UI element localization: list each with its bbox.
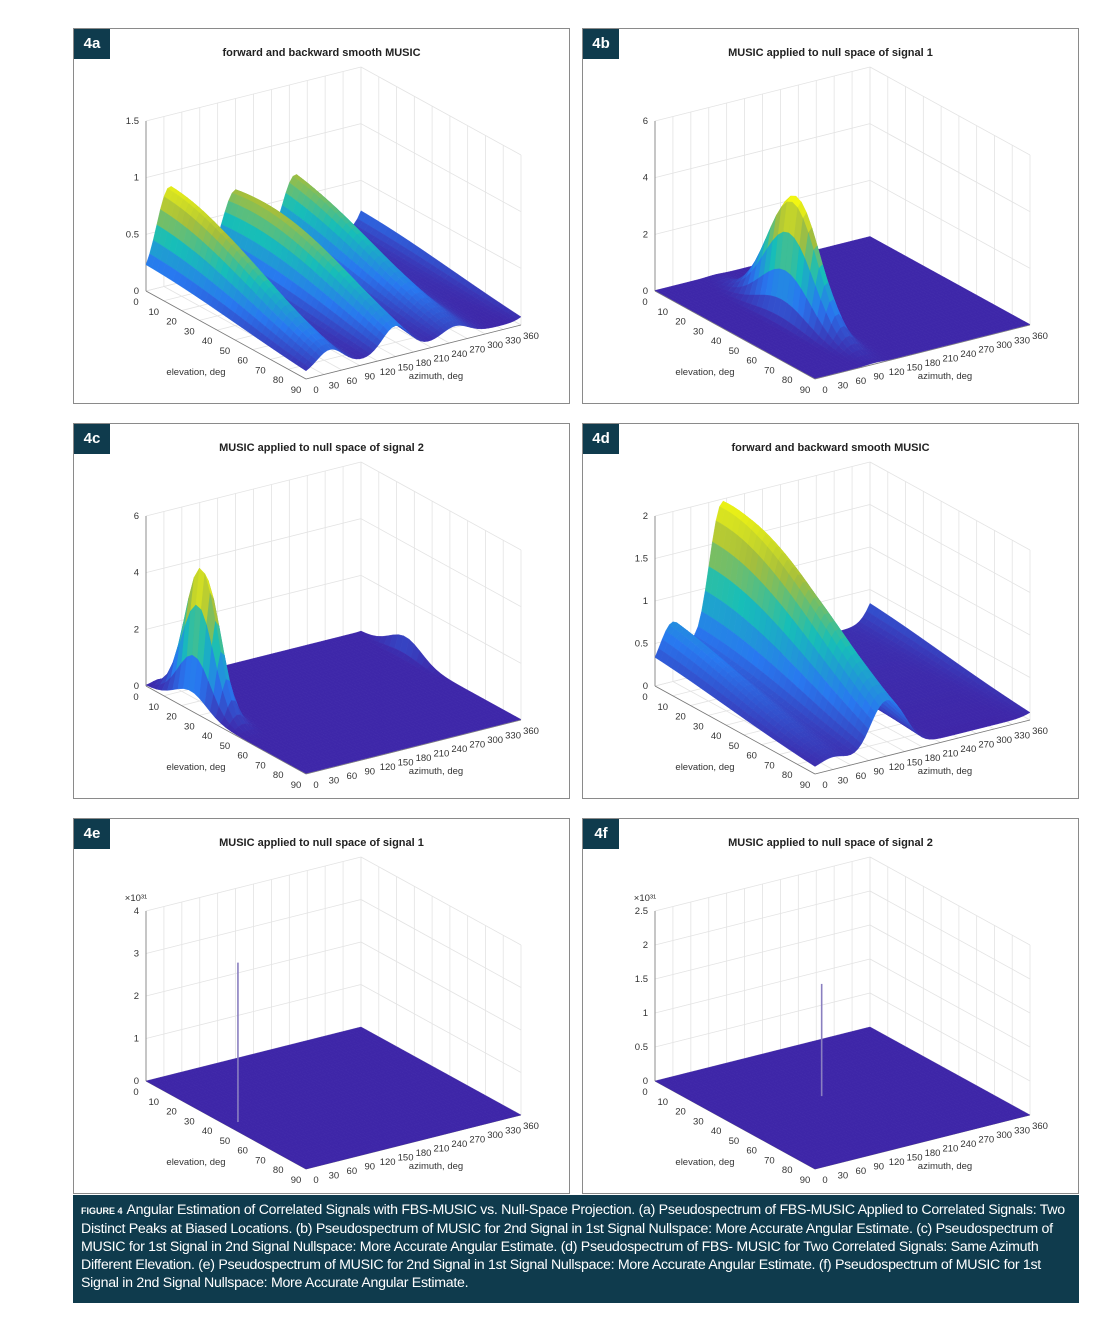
gridline bbox=[360, 66, 522, 156]
azimuth-tick-label: 330 bbox=[505, 336, 521, 347]
azimuth-tick-label: 60 bbox=[856, 376, 867, 387]
azimuth-tick-label: 120 bbox=[889, 367, 905, 378]
z-tick-label: 0 bbox=[643, 286, 648, 297]
surface bbox=[654, 195, 1031, 379]
elevation-tick-label: 80 bbox=[782, 375, 793, 386]
azimuth-tick-label: 240 bbox=[960, 349, 976, 360]
gridline bbox=[145, 123, 362, 179]
gridline bbox=[360, 123, 522, 213]
azimuth-tick-label: 210 bbox=[433, 354, 449, 365]
gridline bbox=[145, 518, 362, 574]
azimuth-tick-label: 360 bbox=[523, 331, 539, 342]
azimuth-tick-label: 30 bbox=[329, 381, 340, 392]
gridline bbox=[869, 123, 1031, 213]
panel-4a: 0 10 20 30 40 50 60 70 80 90 0 30 60 90 120 150 180 210 24… bbox=[73, 28, 570, 404]
elevation-tick-label: 70 bbox=[255, 365, 266, 376]
elevation-tick-label: 60 bbox=[237, 356, 248, 367]
elevation-tick-label: 20 bbox=[166, 317, 177, 328]
elevation-tick-label: 40 bbox=[202, 336, 213, 347]
azimuth-axis-label: azimuth, deg bbox=[918, 371, 972, 382]
surface-patch bbox=[300, 363, 310, 372]
panel-label: 4b bbox=[583, 29, 619, 59]
gridline bbox=[654, 123, 871, 179]
elevation-tick-label: 20 bbox=[675, 317, 686, 328]
azimuth-tick-label: 0 bbox=[313, 385, 318, 396]
elevation-tick-label: 10 bbox=[657, 307, 668, 318]
gridline bbox=[360, 461, 522, 551]
panel-4b: 0 10 20 30 40 50 60 70 80 90 0 30 60 90 120 150 180 210 24… bbox=[582, 28, 1079, 404]
elevation-axis bbox=[145, 685, 307, 775]
elevation-axis bbox=[654, 290, 816, 380]
elevation-tick-label: 0 bbox=[133, 297, 138, 308]
azimuth-tick-label: 0 bbox=[822, 385, 827, 396]
elevation-axis-label: elevation, deg bbox=[675, 367, 734, 378]
z-tick-label: 1.5 bbox=[126, 116, 139, 127]
gridline bbox=[654, 66, 871, 122]
gridline bbox=[145, 574, 362, 630]
panel-4c: 0 10 20 30 40 50 60 70 80 90 0 30 60 90 120 150 180 210 24… bbox=[73, 423, 570, 799]
elevation-axis-label: elevation, deg bbox=[166, 367, 225, 378]
chart-title: forward and backward smooth MUSIC bbox=[222, 47, 421, 59]
elevation-tick-label: 30 bbox=[693, 326, 704, 337]
azimuth-tick-label: 300 bbox=[487, 340, 503, 351]
surface bbox=[145, 174, 522, 372]
azimuth-tick-label: 270 bbox=[469, 345, 485, 356]
azimuth-tick-label: 120 bbox=[380, 367, 396, 378]
gridline bbox=[145, 66, 362, 122]
azimuth-tick-label: 150 bbox=[907, 363, 923, 374]
elevation-tick-label: 0 bbox=[642, 297, 647, 308]
gridline bbox=[869, 66, 1031, 156]
azimuth-tick-label: 90 bbox=[364, 372, 375, 383]
gridline bbox=[654, 179, 871, 235]
z-tick-label: 2 bbox=[643, 229, 648, 240]
azimuth-tick-label: 90 bbox=[873, 372, 884, 383]
elevation-tick-label: 10 bbox=[148, 307, 159, 318]
azimuth-axis bbox=[305, 324, 522, 380]
azimuth-axis-label: azimuth, deg bbox=[409, 371, 463, 382]
elevation-tick-label: 50 bbox=[220, 346, 231, 357]
z-tick-label: 0.5 bbox=[126, 229, 139, 240]
azimuth-tick-label: 60 bbox=[347, 376, 358, 387]
gridline bbox=[869, 179, 1031, 269]
azimuth-tick-label: 30 bbox=[838, 381, 849, 392]
gridline bbox=[360, 574, 522, 664]
gridline bbox=[360, 179, 522, 269]
elevation-axis bbox=[145, 290, 307, 380]
z-tick-label: 6 bbox=[643, 116, 648, 127]
z-tick-label: 1 bbox=[134, 173, 139, 184]
azimuth-tick-label: 270 bbox=[978, 345, 994, 356]
azimuth-tick-label: 150 bbox=[398, 363, 414, 374]
z-tick-label: 4 bbox=[643, 173, 648, 184]
chart-title: MUSIC applied to null space of signal 1 bbox=[728, 47, 933, 59]
azimuth-axis bbox=[305, 719, 522, 775]
azimuth-tick-label: 180 bbox=[925, 358, 941, 369]
azimuth-tick-label: 360 bbox=[1032, 331, 1048, 342]
gridline bbox=[360, 518, 522, 608]
surface bbox=[145, 567, 522, 774]
gridline bbox=[145, 461, 362, 517]
elevation-tick-label: 60 bbox=[746, 356, 757, 367]
elevation-tick-label: 40 bbox=[711, 336, 722, 347]
azimuth-tick-label: 210 bbox=[942, 354, 958, 365]
panel-label: 4a bbox=[74, 29, 110, 59]
azimuth-tick-label: 300 bbox=[996, 340, 1012, 351]
azimuth-tick-label: 330 bbox=[1014, 336, 1030, 347]
elevation-tick-label: 80 bbox=[273, 375, 284, 386]
z-tick-label: 0 bbox=[134, 286, 139, 297]
elevation-tick-label: 50 bbox=[729, 346, 740, 357]
azimuth-tick-label: 240 bbox=[451, 349, 467, 360]
elevation-tick-label: 90 bbox=[291, 385, 302, 396]
azimuth-axis bbox=[814, 324, 1031, 380]
elevation-tick-label: 90 bbox=[800, 385, 811, 396]
surface-patch bbox=[809, 374, 820, 379]
elevation-tick-label: 30 bbox=[184, 326, 195, 337]
azimuth-tick-label: 180 bbox=[416, 358, 432, 369]
elevation-tick-label: 70 bbox=[764, 365, 775, 376]
